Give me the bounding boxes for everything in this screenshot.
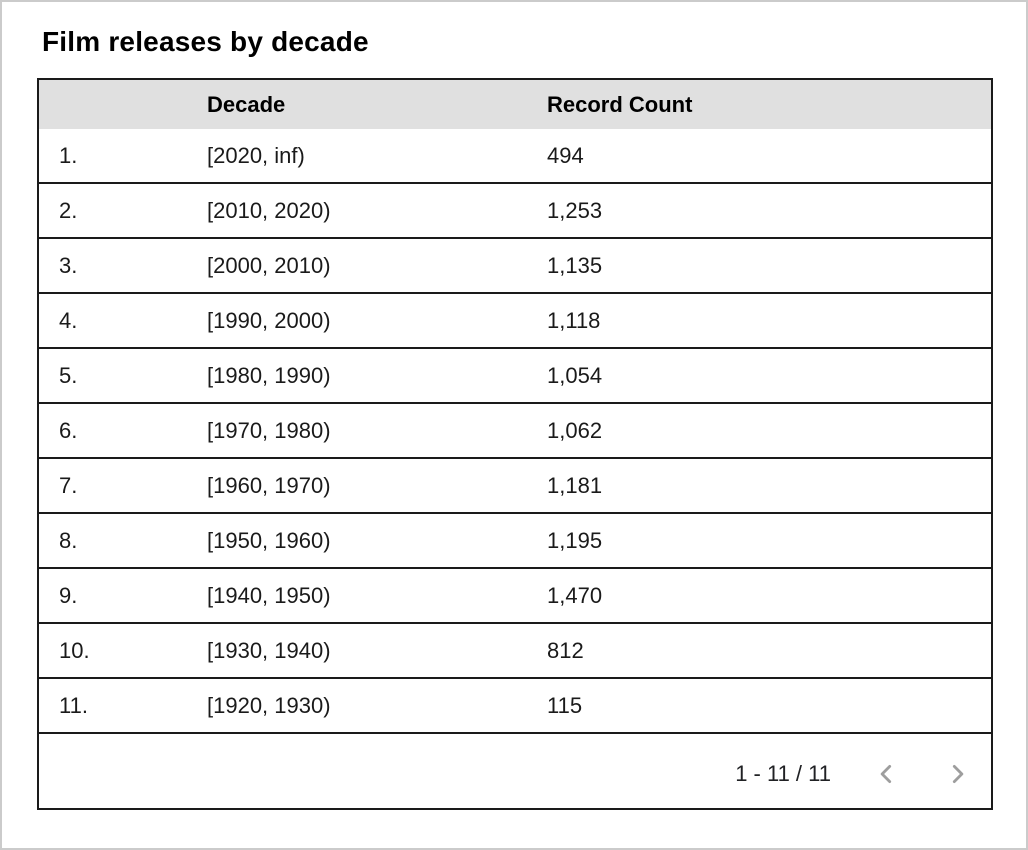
row-number-cell: 11. — [59, 692, 88, 718]
row-number-cell: 5. — [59, 362, 78, 388]
record-count-cell: 812 — [547, 637, 584, 663]
record-count-cell: 494 — [547, 142, 584, 168]
chevron-left-icon — [880, 765, 892, 783]
table-row: 7. [1960, 1970) 1,181 — [39, 459, 991, 514]
row-number-cell: 9. — [59, 582, 78, 608]
chevron-right-icon — [952, 765, 964, 783]
table-row: 8. [1950, 1960) 1,195 — [39, 514, 991, 569]
row-number-cell: 10. — [59, 637, 90, 663]
table-row: 4. [1990, 2000) 1,118 — [39, 294, 991, 349]
table-row: 6. [1970, 1980) 1,062 — [39, 404, 991, 459]
page-title: Film releases by decade — [42, 26, 369, 57]
record-count-cell: 1,118 — [547, 307, 601, 333]
decade-cell: [1920, 1930) — [207, 692, 331, 718]
table-row: 2. [2010, 2020) 1,253 — [39, 184, 991, 239]
decade-cell: [2020, inf) — [207, 142, 305, 168]
table-body: 1. [2020, inf) 494 2. [2010, 2020) 1,253… — [39, 129, 991, 734]
decade-cell: [1950, 1960) — [207, 527, 331, 553]
decade-cell: [2000, 2010) — [207, 252, 331, 278]
table-row: 5. [1980, 1990) 1,054 — [39, 349, 991, 404]
decade-cell: [1940, 1950) — [207, 582, 331, 608]
pagination-bar: 1 - 11 / 11 — [39, 734, 991, 808]
row-number-cell: 6. — [59, 417, 78, 443]
table-header-row: Decade Record Count — [39, 80, 991, 129]
table-row: 10. [1930, 1940) 812 — [39, 624, 991, 679]
record-count-cell: 1,054 — [547, 362, 603, 388]
record-count-cell: 1,195 — [547, 527, 603, 553]
decade-cell: [1930, 1940) — [207, 637, 331, 663]
record-count-cell: 115 — [547, 692, 583, 718]
record-count-cell: 1,181 — [547, 472, 603, 498]
row-number-cell: 1. — [59, 142, 78, 168]
previous-page-button[interactable] — [873, 760, 901, 788]
decade-cell: [1980, 1990) — [207, 362, 331, 388]
header-cell-record-count[interactable]: Record Count — [547, 91, 693, 117]
table-row: 3. [2000, 2010) 1,135 — [39, 239, 991, 294]
record-count-cell: 1,470 — [547, 582, 603, 608]
table-row: 1. [2020, inf) 494 — [39, 129, 991, 184]
pagination-range-label: 1 - 11 / 11 — [735, 761, 831, 786]
next-page-button[interactable] — [943, 760, 971, 788]
record-count-cell: 1,062 — [547, 417, 603, 443]
row-number-cell: 3. — [59, 252, 78, 278]
record-count-cell: 1,135 — [547, 252, 603, 278]
decade-cell: [1960, 1970) — [207, 472, 331, 498]
row-number-cell: 2. — [59, 197, 78, 223]
decade-cell: [1970, 1980) — [207, 417, 331, 443]
row-number-cell: 7. — [59, 472, 78, 498]
decade-cell: [1990, 2000) — [207, 307, 331, 333]
row-number-cell: 8. — [59, 527, 78, 553]
table-row: 9. [1940, 1950) 1,470 — [39, 569, 991, 624]
table-row: 11. [1920, 1930) 115 — [39, 679, 991, 734]
header-cell-decade[interactable]: Decade — [207, 91, 286, 117]
film-releases-table: Decade Record Count 1. [2020, inf) 494 2… — [37, 78, 993, 810]
record-count-cell: 1,253 — [547, 197, 603, 223]
decade-cell: [2010, 2020) — [207, 197, 331, 223]
row-number-cell: 4. — [59, 307, 78, 333]
